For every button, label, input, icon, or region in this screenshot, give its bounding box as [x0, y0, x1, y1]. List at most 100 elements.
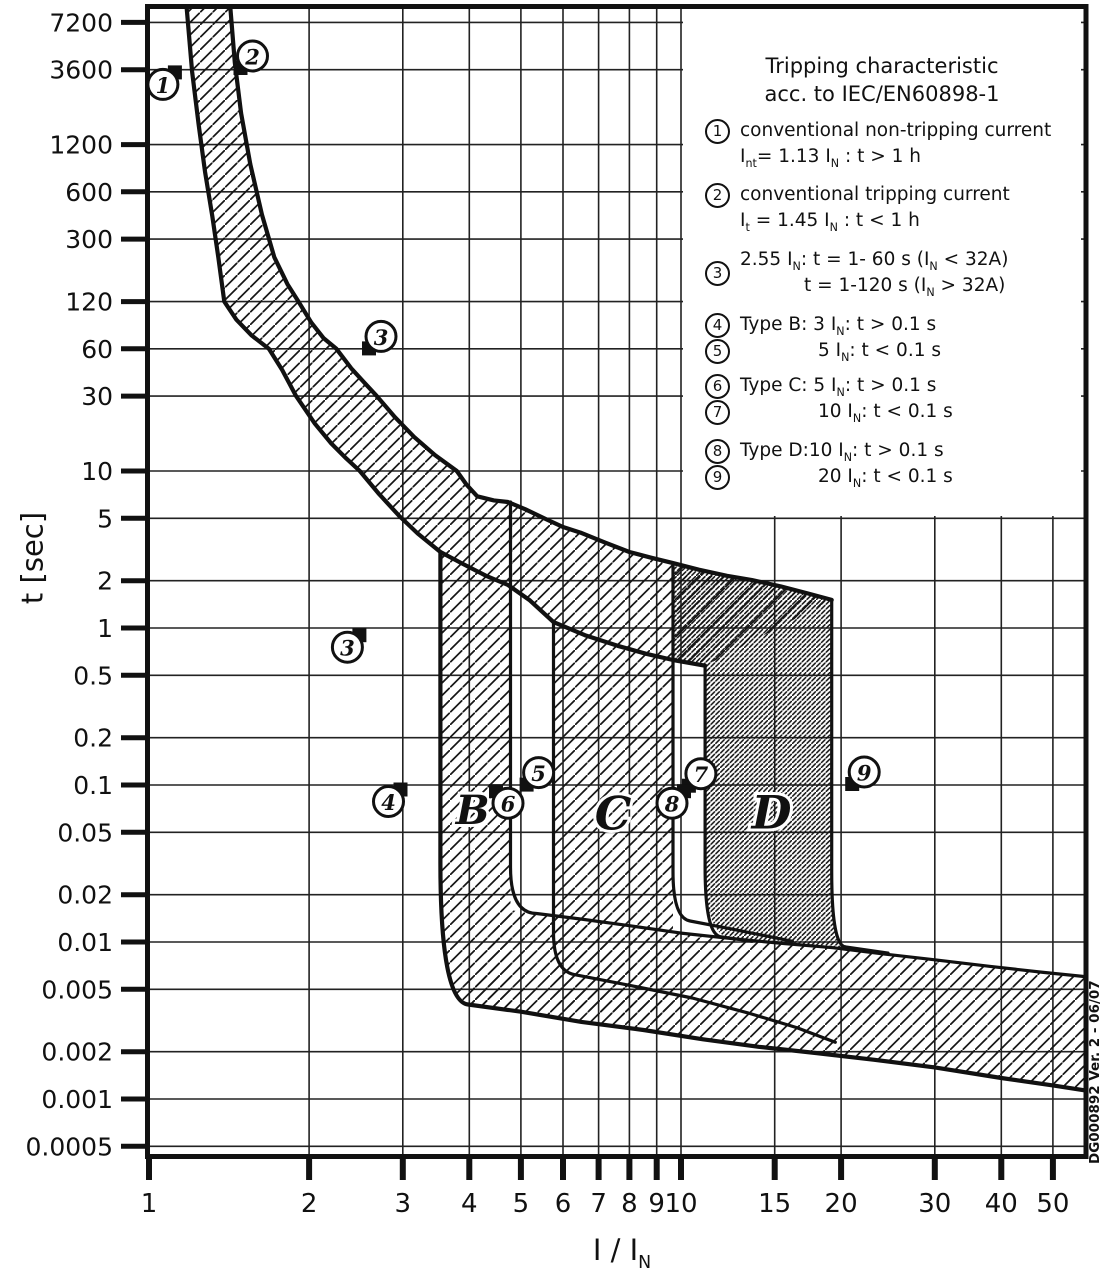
marker-number: 2 — [244, 45, 260, 70]
curve-6-c-lower-limit — [551, 620, 837, 1044]
y-tick-label-300: 300 — [65, 225, 113, 254]
marker-balloon-2: 2 — [233, 39, 269, 75]
legend-item-lines: Type C: 5 IN: t > 0.1 s 10 IN: t < 0.1 s — [740, 373, 953, 425]
x-tick-label-6: 6 — [555, 1189, 572, 1219]
y-tick-label-0.05: 0.05 — [57, 818, 113, 847]
legend-title-line2: acc. to IEC/EN60898-1 — [764, 82, 1000, 106]
y-tick-label-120: 120 — [65, 288, 113, 317]
legend-item-text: conventional non-tripping current — [740, 120, 1052, 141]
marker-balloon-8: 8 — [655, 784, 691, 820]
legend-item-text: Type B: 3 IN: t > 0.1 s — [740, 314, 937, 338]
legend-number-badge-5: 5 — [705, 338, 730, 364]
legend-item-numbers: 2 — [705, 182, 730, 234]
marker-balloon-3: 3 — [330, 628, 367, 664]
y-tick-label-0.5: 0.5 — [73, 661, 113, 690]
legend-item-1: 1 conventional non-tripping current Int= 1… — [705, 118, 1051, 170]
x-tick-label-40: 40 — [985, 1189, 1018, 1219]
legend-item-text: Int= 1.13 IN : t > 1 h — [740, 146, 921, 170]
x-tick-label-10: 10 — [664, 1189, 697, 1219]
legend-number-badge-8: 8 — [705, 438, 730, 464]
y-tick-label-10: 10 — [81, 457, 113, 486]
legend-number-badge-7: 7 — [705, 399, 730, 425]
x-tick-label-9: 9 — [648, 1189, 665, 1219]
legend-item-text: Type C: 5 IN: t > 0.1 s — [740, 375, 937, 399]
y-tick-label-1200: 1200 — [49, 131, 113, 160]
legend-item-3: 3 2.55 IN: t = 1- 60 s (IN < 32A) t = 1-12… — [705, 247, 1008, 299]
band-letter-D: D — [750, 785, 792, 839]
marker-circle — [372, 785, 405, 818]
marker-number: 4 — [381, 790, 396, 815]
x-tick-label-7: 7 — [590, 1189, 607, 1219]
y-tick-label-7200: 7200 — [49, 8, 113, 37]
legend-title-line1: Tripping characteristic — [765, 54, 999, 78]
x-tick-label-3: 3 — [395, 1189, 412, 1219]
x-tick-label-8: 8 — [621, 1189, 638, 1219]
legend-number-badge-4: 4 — [705, 312, 730, 338]
legend-number-badge-3: 3 — [705, 260, 730, 286]
legend-item-8-9: 8 9 Type D:10 IN: t > 0.1 s 20 IN: t < 0.1 … — [705, 438, 953, 490]
y-tick-label-0.2: 0.2 — [73, 724, 113, 753]
y-tick-label-0.005: 0.005 — [41, 975, 113, 1004]
plot-area — [184, 6, 1087, 1093]
marker-balloon-3: 3 — [362, 319, 398, 356]
legend-item-6-7: 6 7 Type C: 5 IN: t > 0.1 s 10 IN: t < 0.1 … — [705, 373, 953, 425]
y-tick-label-1: 1 — [97, 614, 113, 643]
curve-5-b-upper-limit — [508, 500, 1087, 979]
marker-circle — [236, 39, 269, 73]
axis-ticks: 7200360012006003001206030105210.50.20.10… — [26, 8, 1070, 1219]
legend-item-text: It = 1.45 IN : t < 1 h — [740, 210, 920, 234]
legend-panel — [683, 8, 1081, 516]
plot-border — [145, 4, 1089, 1159]
curve-2-tripping — [228, 6, 834, 602]
legend-item-lines: Type D:10 IN: t > 0.1 s 20 IN: t < 0.1 s — [740, 438, 953, 490]
legend-item-text: 5 IN: t < 0.1 s — [818, 340, 941, 364]
marker-number: 6 — [501, 792, 516, 817]
marker-circle — [364, 319, 398, 353]
y-tick-label-0.002: 0.002 — [41, 1038, 113, 1067]
x-tick-label-50: 50 — [1036, 1189, 1069, 1219]
marker-circle — [847, 755, 881, 789]
band-d-fill — [673, 563, 846, 948]
y-axis-title: t [sec] — [15, 511, 50, 605]
legend-item-2: 2 conventional tripping current It = 1.45 … — [705, 182, 1010, 234]
legend-item-text: t = 1-120 s (IN > 32A) — [804, 275, 1006, 299]
marker-circle — [522, 756, 556, 790]
figure-code: DG000892 Ver. 2 - 06/07 — [1087, 980, 1103, 1164]
instantaneous-channel-fill — [466, 909, 1087, 1091]
marker-number: 9 — [857, 761, 872, 786]
marker-number: 1 — [156, 73, 171, 98]
legend-number-badge-9: 9 — [705, 464, 730, 490]
x-tick-label-1: 1 — [141, 1189, 158, 1219]
legend-title: Tripping characteristic acc. to IEC/EN60… — [683, 52, 1081, 108]
x-tick-label-2: 2 — [301, 1189, 318, 1219]
marker-number: 7 — [694, 762, 709, 787]
band-letter-B: B — [455, 787, 490, 834]
legend-number-badge-6: 6 — [705, 373, 730, 399]
marker-balloon-6: 6 — [489, 784, 525, 820]
marker-balloon-4: 4 — [372, 782, 408, 818]
marker-balloon-1: 1 — [146, 65, 182, 101]
marker-circle — [655, 786, 689, 820]
marker-number: 3 — [340, 636, 355, 661]
legend-item-text: 2.55 IN: t = 1- 60 s (IN < 32A) — [740, 249, 1009, 273]
y-tick-label-0.001: 0.001 — [41, 1085, 113, 1114]
legend-item-text: 20 IN: t < 0.1 s — [818, 466, 953, 490]
curve-8-d-lower-limit — [703, 664, 754, 943]
y-tick-label-2: 2 — [97, 567, 113, 596]
marker-circle — [146, 67, 180, 101]
curve-7-c-upper-limit — [671, 561, 795, 943]
x-tick-label-15: 15 — [758, 1189, 791, 1219]
curve-9-d-upper-limit — [830, 598, 890, 955]
y-tick-label-3600: 3600 — [49, 56, 113, 85]
marker-balloon-9: 9 — [845, 755, 881, 791]
marker-circle — [330, 630, 364, 664]
marker-number: 8 — [664, 792, 680, 817]
legend-item-numbers: 3 — [705, 247, 730, 299]
y-tick-label-0.01: 0.01 — [57, 928, 113, 957]
legend: Tripping characteristic acc. to IEC/EN60… — [683, 8, 1081, 517]
legend-item-text: conventional tripping current — [740, 184, 1010, 205]
